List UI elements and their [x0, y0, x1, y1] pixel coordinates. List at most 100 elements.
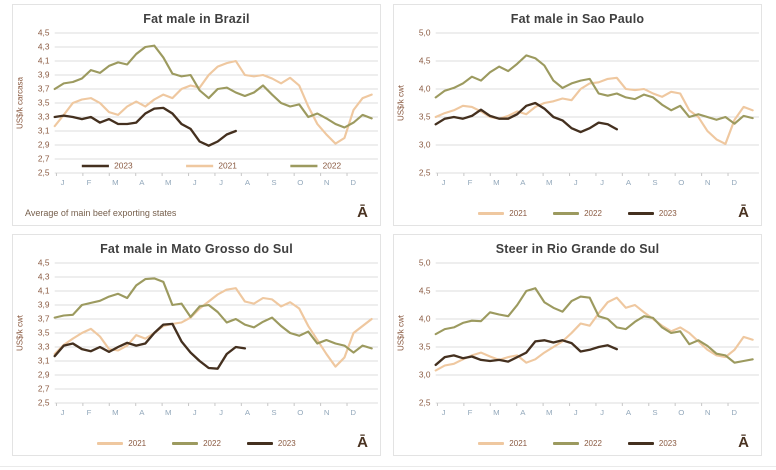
svg-text:4,5: 4,5 [419, 57, 431, 66]
legend-swatch [553, 212, 580, 215]
legend-label: 2021 [509, 439, 528, 448]
svg-text:3,9: 3,9 [38, 71, 50, 80]
legend-label: 2022 [203, 439, 221, 448]
svg-text:M: M [165, 178, 172, 187]
legend-label: 2023 [658, 209, 677, 218]
svg-text:F: F [87, 408, 92, 417]
svg-text:4,3: 4,3 [38, 43, 50, 52]
svg-text:2,5: 2,5 [419, 169, 431, 178]
svg-text:A: A [245, 408, 251, 417]
svg-text:J: J [600, 178, 604, 187]
svg-text:3,9: 3,9 [38, 301, 50, 310]
legend-label: 2023 [658, 439, 677, 448]
svg-text:3,5: 3,5 [38, 99, 50, 108]
svg-text:N: N [324, 408, 330, 417]
svg-text:A: A [139, 178, 145, 187]
line-plot-mato-grosso: 4,5 4,3 4,1 3,9 3,7 3,5 3,3 3,1 2,9 2,7 2,5 US$/k c… [15, 259, 378, 417]
legend-swatch [627, 442, 654, 445]
legend-swatch [627, 212, 654, 215]
svg-text:4,1: 4,1 [38, 287, 50, 296]
svg-text:A: A [520, 408, 526, 417]
svg-text:J: J [219, 178, 223, 187]
legend-item-2023: 2023 [627, 439, 677, 448]
svg-text:3,0: 3,0 [419, 371, 431, 380]
legend-item-2022: 2022 [553, 209, 602, 218]
svg-text:S: S [652, 178, 657, 187]
svg-text:N: N [705, 408, 711, 417]
svg-text:2,7: 2,7 [38, 385, 50, 394]
watermark-logo: Ā [738, 434, 749, 451]
legend-label: 2022 [584, 439, 602, 448]
svg-text:A: A [245, 178, 251, 187]
svg-text:3,7: 3,7 [38, 85, 50, 94]
svg-text:4,0: 4,0 [419, 85, 431, 94]
svg-text:J: J [574, 178, 578, 187]
chart-panel-brazil: Fat male in Brazil 4,5 4,3 4,1 3,9 3,7 3,5 3,3… [12, 4, 381, 226]
svg-text:2,5: 2,5 [38, 399, 50, 408]
svg-text:A: A [520, 178, 526, 187]
legend-swatch [553, 442, 580, 445]
svg-text:D: D [731, 408, 737, 417]
legend-label: 2023 [277, 439, 296, 448]
legend-label: 2021 [509, 209, 528, 218]
line-plot-sao-paulo: 5,0 4,5 4,0 3,5 3,0 2,5 US$/k cwt J F M A M J J A S O N D [396, 29, 759, 187]
svg-text:4,5: 4,5 [419, 287, 431, 296]
svg-text:M: M [493, 178, 500, 187]
svg-text:O: O [297, 408, 303, 417]
svg-text:A: A [626, 408, 632, 417]
legend-label: 2021 [128, 439, 147, 448]
svg-text:2,5: 2,5 [419, 399, 431, 408]
legend: 2021 2022 2023 [394, 439, 761, 448]
svg-text:J: J [442, 178, 446, 187]
chart-footnote: Average of main beef exporting states [25, 208, 177, 218]
legend-item-2023: 2023 [627, 209, 677, 218]
svg-text:4,5: 4,5 [38, 29, 50, 38]
svg-text:J: J [61, 178, 65, 187]
legend-swatch [246, 442, 273, 445]
svg-text:3,5: 3,5 [419, 113, 431, 122]
svg-text:F: F [87, 178, 92, 187]
svg-text:O: O [678, 408, 684, 417]
legend-item-2022: 2022 [172, 439, 221, 448]
svg-text:N: N [705, 178, 711, 187]
chart-panel-sao-paulo: Fat male in Sao Paulo 5,0 4,5 4,0 3,5 3,0 2,5… [393, 4, 762, 226]
legend: 2021 2022 2023 [13, 439, 380, 448]
legend-item-2023: 2023 [246, 439, 296, 448]
svg-text:M: M [546, 178, 553, 187]
legend-swatch [478, 442, 505, 445]
svg-text:J: J [574, 408, 578, 417]
svg-text:2,5: 2,5 [38, 169, 50, 178]
svg-text:S: S [271, 178, 276, 187]
watermark-logo: Ā [738, 204, 749, 221]
svg-text:5,0: 5,0 [419, 259, 431, 268]
svg-text:D: D [350, 178, 356, 187]
svg-text:D: D [731, 178, 737, 187]
svg-text:US$/k cwt: US$/k cwt [396, 314, 405, 351]
svg-text:US$/k cwt: US$/k cwt [15, 314, 24, 351]
svg-text:2,9: 2,9 [38, 371, 50, 380]
line-plot-brazil: 4,5 4,3 4,1 3,9 3,7 3,5 3,3 3,1 2,9 2,7 2,5 US$/k c… [15, 29, 378, 187]
svg-text:4,1: 4,1 [38, 57, 50, 66]
legend-item-2021: 2021 [97, 439, 146, 448]
watermark-logo: Ā [357, 204, 368, 221]
chart-title-sao-paulo: Fat male in Sao Paulo [510, 12, 645, 26]
chart-grid: Fat male in Brazil 4,5 4,3 4,1 3,9 3,7 3,5 3,3… [12, 4, 762, 456]
legend-swatch [97, 442, 124, 445]
svg-text:3,5: 3,5 [419, 343, 431, 352]
svg-text:N: N [324, 178, 330, 187]
svg-text:A: A [626, 178, 632, 187]
svg-text:2022: 2022 [323, 162, 342, 171]
svg-text:2,7: 2,7 [38, 155, 50, 164]
svg-text:US$/k cwt: US$/k cwt [396, 84, 405, 121]
svg-text:S: S [271, 408, 276, 417]
watermark-logo: Ā [357, 434, 368, 451]
chart-panel-mato-grosso: Fat male in Mato Grosso do Sul 4,5 4,3 4,1… [12, 234, 381, 456]
legend-label: 2022 [584, 209, 602, 218]
svg-text:J: J [193, 178, 197, 187]
svg-text:J: J [61, 408, 65, 417]
chart-title-rio-grande: Steer in Rio Grande do Sul [495, 242, 660, 256]
svg-text:F: F [468, 178, 473, 187]
svg-text:D: D [350, 408, 356, 417]
chart-panel-rio-grande: Steer in Rio Grande do Sul 5,0 4,5 4,0 3,5 3… [393, 234, 762, 456]
